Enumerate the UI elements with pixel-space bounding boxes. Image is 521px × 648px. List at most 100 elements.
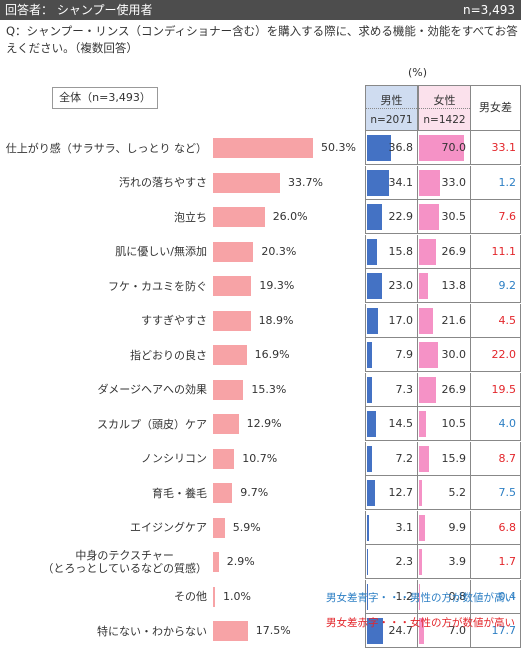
female-cell: 26.9 (418, 372, 471, 407)
female-cell: 30.0 (418, 338, 471, 372)
male-value: 1.2 (395, 589, 414, 603)
diff-value: 11.1 (471, 234, 521, 269)
overall-value: 12.9% (246, 417, 282, 431)
female-value: 10.5 (441, 417, 467, 430)
category-label: スカルプ（頭皮）ケア (97, 417, 207, 431)
male-cell: 15.8 (365, 234, 418, 269)
male-value: 23.0 (388, 279, 414, 292)
overall-bar (213, 207, 265, 228)
male-bar (367, 376, 372, 403)
female-cell: 70.0 (418, 131, 471, 165)
diff-value: 7.6 (471, 200, 521, 234)
overall-bar (213, 517, 225, 538)
male-value: 24.7 (388, 624, 414, 637)
category-label: 指どおりの良さ (130, 348, 207, 362)
male-cell: 23.0 (365, 269, 418, 303)
diff-value: 6.8 (471, 510, 521, 545)
male-header-title: 男性 (380, 94, 403, 107)
female-bar (419, 273, 428, 299)
female-bar (419, 618, 424, 644)
overall-value: 20.3% (261, 244, 297, 258)
female-header: 女性 n=1422 (418, 85, 471, 131)
male-bar (367, 445, 372, 472)
category-label: 肌に優しい/無添加 (115, 245, 207, 259)
male-bar (367, 480, 376, 506)
female-value: 0.8 (448, 589, 467, 603)
male-bar (367, 583, 368, 610)
female-cell: 0.8 (418, 579, 471, 614)
female-value: 15.9 (441, 451, 467, 465)
female-bar (419, 445, 430, 472)
male-bar (367, 204, 382, 230)
male-value: 34.1 (388, 175, 414, 189)
category-label: 汚れの落ちやすさ (119, 176, 207, 190)
diff-value: 22.0 (471, 338, 521, 372)
overall-bar (213, 483, 233, 504)
female-bar (419, 549, 422, 575)
male-bar (367, 549, 369, 575)
overall-bar (213, 138, 313, 159)
category-label: 泡立ち (174, 210, 207, 224)
male-value: 17.0 (388, 313, 414, 327)
female-value: 26.9 (441, 382, 467, 396)
female-value: 26.9 (441, 244, 467, 258)
overall-value: 15.3% (251, 382, 287, 396)
diff-value: 33.1 (471, 131, 521, 165)
diff-value: 8.7 (471, 441, 521, 476)
category-label: フケ・カユミを防ぐ (108, 279, 207, 293)
female-value: 30.0 (441, 348, 467, 361)
male-cell: 12.7 (365, 476, 418, 510)
male-bar (367, 514, 369, 541)
category-label: ノンシリコン (141, 452, 207, 466)
female-header-title: 女性 (433, 94, 456, 107)
unit-label: (%) (408, 66, 428, 79)
female-value: 21.6 (441, 313, 467, 327)
male-cell: 36.8 (365, 131, 418, 165)
overall-value: 17.5% (255, 624, 291, 638)
female-bar (419, 411, 426, 437)
overall-value: 26.0% (272, 210, 308, 224)
overall-bar (213, 414, 239, 435)
female-cell: 10.5 (418, 407, 471, 441)
female-cell: 5.2 (418, 476, 471, 510)
female-value: 33.0 (441, 175, 467, 189)
male-cell: 2.3 (365, 545, 418, 579)
overall-bar (213, 310, 251, 331)
female-value: 70.0 (441, 141, 467, 154)
category-label: ダメージヘアへの効果 (97, 383, 207, 397)
overall-bar (213, 345, 247, 366)
overall-bar (213, 379, 244, 400)
category-label: エイジングケア (130, 521, 207, 535)
header-bar: 回答者： シャンプー使用者 n=3,493 (0, 0, 521, 20)
male-bar (367, 342, 373, 368)
male-cell: 7.2 (365, 441, 418, 476)
overall-value: 1.0% (222, 589, 251, 603)
male-cell: 22.9 (365, 200, 418, 234)
male-cell: 7.9 (365, 338, 418, 372)
male-cell: 34.1 (365, 165, 418, 200)
female-cell: 33.0 (418, 165, 471, 200)
male-bar (367, 135, 391, 161)
male-cell: 7.3 (365, 372, 418, 407)
female-header-n: n=1422 (423, 114, 466, 126)
overall-bar (213, 276, 252, 297)
diff-value: 1.7 (471, 545, 521, 579)
female-cell: 9.9 (418, 510, 471, 545)
sample-size: n=3,493 (462, 3, 515, 17)
female-bar (419, 307, 433, 334)
male-header: 男性 n=2071 (365, 85, 418, 131)
category-label: 特にない・わからない (97, 624, 207, 638)
male-cell: 17.0 (365, 303, 418, 338)
female-cell: 26.9 (418, 234, 471, 269)
female-cell: 3.9 (418, 545, 471, 579)
male-bar (367, 307, 378, 334)
male-cell: 14.5 (365, 407, 418, 441)
category-label: 中身のテクスチャー （とろっとしているなどの質感） (42, 549, 207, 576)
overall-bar (213, 172, 280, 193)
diff-value: 1.2 (471, 165, 521, 200)
respondent-label: 回答者： シャンプー使用者 (5, 3, 153, 17)
male-value: 7.2 (395, 451, 414, 465)
male-bar (367, 618, 383, 644)
legend-blue: 男女差青字・・・男性の方が数値が高い (326, 592, 515, 604)
female-cell: 15.9 (418, 441, 471, 476)
